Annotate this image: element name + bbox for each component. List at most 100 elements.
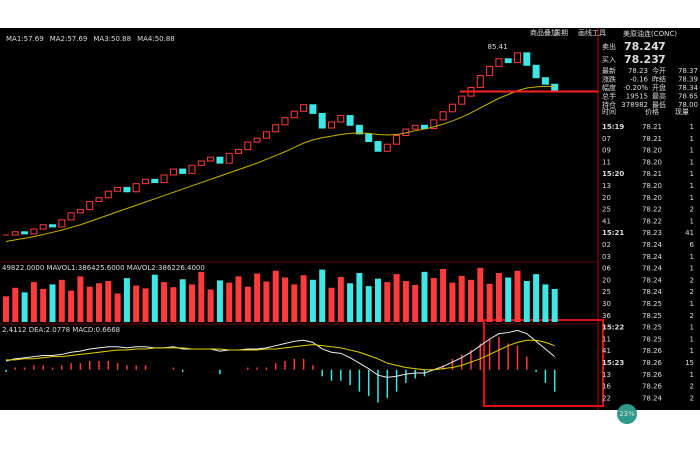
stat-value: 78.23	[628, 67, 648, 75]
ma-legend: MA1:57.69	[6, 35, 44, 43]
tick-price: 78.24	[642, 265, 663, 273]
volume-bar	[123, 278, 130, 322]
volume-bar	[468, 279, 474, 322]
candle	[58, 219, 66, 228]
tick-time: 11	[602, 158, 611, 166]
volume-bar	[486, 283, 493, 322]
volume-bar	[365, 286, 372, 322]
tick-time: 09	[602, 147, 611, 155]
tick-price: 78.20	[642, 158, 662, 166]
tick-price: 78.24	[642, 241, 663, 249]
quote-size: 7	[658, 53, 666, 66]
tick-volume: 2	[690, 383, 694, 391]
volume-bar	[105, 280, 112, 322]
stat-label: 最新	[602, 66, 616, 75]
volume-bar	[198, 271, 205, 322]
stat-label: 今开	[652, 66, 666, 75]
tick-volume: 1	[690, 253, 694, 261]
badge-text: 23%	[619, 410, 635, 418]
tick-price: 78.25	[642, 300, 662, 308]
tick-volume: 2	[690, 394, 694, 402]
macd-legend: 2.4112 DEA:2.0778 MACD:0.6668	[2, 326, 120, 334]
tick-time: 20	[602, 194, 611, 202]
tick-price: 78.26	[642, 383, 663, 391]
volume-bar	[440, 268, 447, 322]
candle	[374, 141, 382, 152]
candle	[318, 112, 326, 129]
candle	[439, 111, 447, 121]
candle	[244, 141, 252, 151]
candle	[197, 160, 205, 166]
badge	[617, 404, 637, 424]
tick-time: 16	[602, 383, 611, 391]
volume-bar	[133, 285, 140, 322]
volume-bar	[179, 279, 186, 322]
tick-time: 02	[602, 241, 611, 249]
candle	[411, 124, 419, 130]
tick-price: 78.26	[642, 371, 663, 379]
candle	[430, 119, 438, 130]
tick-time: 15:23	[602, 359, 624, 367]
candle	[262, 131, 270, 139]
tick-time: 13	[602, 182, 611, 190]
tick-time: 30	[602, 300, 611, 308]
volume-bar	[170, 287, 177, 322]
stat-value: 78.34	[678, 84, 699, 92]
candle	[76, 209, 84, 214]
stat-label: 总手	[602, 92, 616, 101]
volume-bar	[337, 276, 344, 322]
volume-bar	[12, 287, 19, 322]
volume-bar	[328, 287, 335, 322]
tick-price: 78.26	[642, 347, 663, 355]
volume-bar	[30, 282, 37, 322]
volume-bar	[533, 274, 540, 322]
volume-bar	[477, 267, 484, 322]
candle	[328, 121, 335, 129]
volume-bar	[291, 284, 298, 322]
volume-bar	[458, 275, 465, 322]
stat-value: 78.39	[678, 76, 698, 84]
tick-price: 78.20	[642, 194, 662, 202]
candle	[486, 65, 494, 77]
toolbar-link[interactable]: 画线工具	[578, 28, 606, 37]
quote-label: 买入	[602, 56, 616, 64]
tick-volume: 2	[690, 276, 694, 284]
tick-price: 78.24	[642, 253, 663, 261]
tick-volume: 1	[690, 158, 694, 166]
candle	[11, 231, 19, 236]
candle	[458, 95, 466, 105]
tick-price: 78.26	[642, 359, 663, 367]
volume-bar	[347, 283, 354, 322]
candle	[337, 115, 345, 123]
candle	[495, 58, 503, 67]
stat-value: 378982	[621, 101, 648, 109]
ma-legend: MA3:50.88	[93, 35, 131, 43]
volume-bar	[96, 283, 102, 322]
high-label: 85.41	[488, 43, 508, 51]
tick-time: 15:21	[602, 229, 624, 237]
tick-time: 15:20	[602, 170, 624, 178]
volume-bar	[272, 270, 279, 322]
candle	[448, 103, 456, 113]
stat-label: 最低	[652, 100, 666, 109]
volume-bar	[393, 274, 400, 322]
candle	[281, 117, 289, 126]
volume-bar	[551, 288, 558, 322]
tick-price: 78.20	[642, 182, 662, 190]
toolbar-link[interactable]: 周期	[554, 29, 568, 37]
candle	[169, 168, 177, 176]
tick-time: 36	[602, 312, 611, 320]
candle	[272, 124, 280, 133]
candle	[514, 52, 521, 64]
tick-volume: 1	[690, 170, 694, 178]
tick-volume: 1	[690, 335, 694, 343]
candle	[383, 143, 391, 152]
quote-size: 7	[658, 40, 666, 53]
volume-bar	[542, 284, 549, 322]
candle	[225, 152, 233, 164]
stat-label: 持仓	[602, 100, 616, 109]
tick-time: 11	[602, 335, 611, 343]
toolbar-link[interactable]: 商品叠加	[530, 28, 558, 37]
candle	[179, 168, 187, 174]
